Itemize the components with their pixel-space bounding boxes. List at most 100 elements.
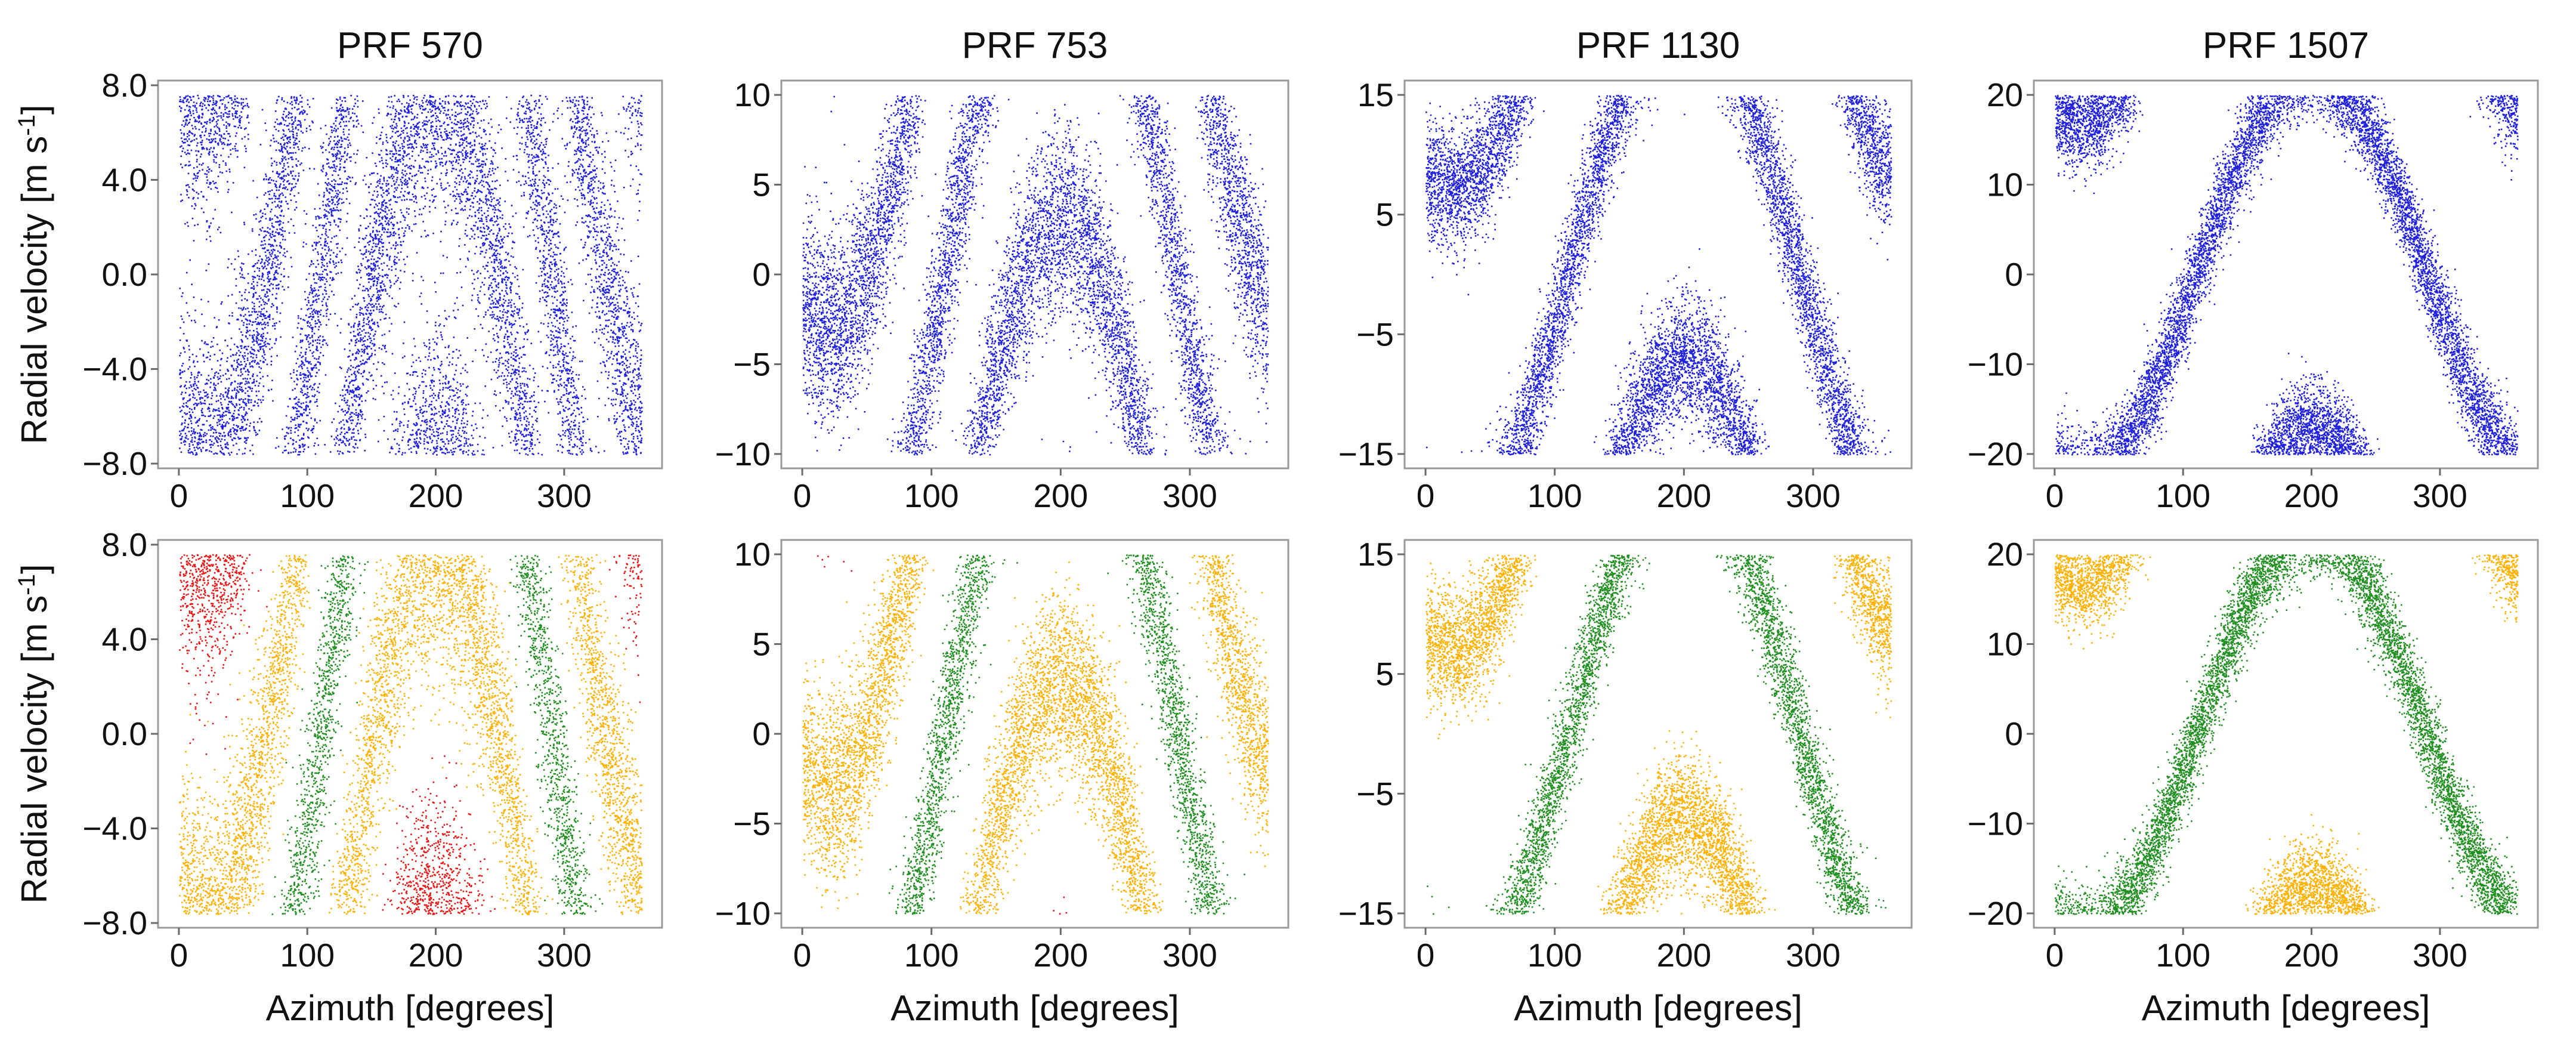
- panel-7: 0 100 200 300 −15 −5 5 15 Azimuth [degrees]: [1338, 536, 1913, 1028]
- y-tick-label: −5: [733, 805, 771, 842]
- scatter-series: [271, 555, 604, 915]
- panel-6: 0 100 200 300 −10 −5 0 5 10 Azimuth [degrees]: [715, 536, 1289, 1028]
- panel-title: PRF 1507: [2203, 25, 2369, 66]
- y-tick-label: −8.0: [82, 904, 147, 941]
- panel-title: PRF 753: [962, 25, 1108, 66]
- x-axis-label: Azimuth [degrees]: [266, 988, 555, 1028]
- x-tick-label: 0: [1417, 477, 1435, 514]
- scatter-points: [1425, 95, 1892, 456]
- y-tick-label: 4.0: [102, 161, 147, 198]
- scatter-series: [2055, 95, 2519, 456]
- x-tick-label: 100: [280, 477, 335, 514]
- scatter-series: [888, 554, 1245, 915]
- scatter-points: [2055, 95, 2519, 456]
- y-tick-label: −5: [733, 345, 771, 382]
- x-tick-label: 0: [2046, 937, 2064, 974]
- y-tick-label: 0: [2005, 715, 2023, 752]
- scatter-series: [802, 95, 1269, 456]
- y-tick-label: 5: [752, 166, 771, 203]
- x-tick-label: 300: [1162, 937, 1217, 974]
- y-tick-label: −4.0: [82, 351, 147, 388]
- panel-title: PRF 1130: [1576, 25, 1740, 66]
- x-tick-label: 300: [1786, 937, 1841, 974]
- y-tick-label: −15: [1338, 895, 1394, 932]
- panel-5: 0 100 200 300 −8.0 −4.0 0.0 4.0 8.0 Azimuth [degr…: [14, 526, 663, 1028]
- x-tick-label: 100: [2156, 937, 2210, 974]
- x-tick-label: 0: [2046, 477, 2064, 514]
- y-axis-label: Radial velocity [m s-1]: [14, 104, 54, 444]
- x-tick-label: 200: [1033, 477, 1088, 514]
- y-tick-label: 10: [734, 536, 771, 573]
- panel-4: 0 100 200 300 −20 −10 0 10 20 PRF 1507: [1968, 25, 2539, 514]
- x-tick-label: 200: [409, 937, 463, 974]
- plot-frame: [2033, 539, 2539, 929]
- y-tick-label: −8.0: [82, 445, 147, 482]
- y-tick-label: 4.0: [102, 620, 147, 657]
- y-tick-label: 10: [1987, 626, 2023, 663]
- scatter-series: [2054, 554, 2519, 915]
- x-axis-label: Azimuth [degrees]: [1514, 988, 1802, 1028]
- scatter-series: [179, 94, 643, 456]
- y-tick-label: 5: [1375, 196, 1394, 233]
- y-tick-label: 0.0: [102, 256, 147, 293]
- scatter-points: [179, 94, 643, 456]
- scatter-series: [1425, 95, 1892, 456]
- scatter-series: [178, 554, 643, 915]
- scatter-points: [802, 95, 1269, 456]
- y-tick-label: 0: [752, 715, 771, 752]
- x-tick-label: 200: [1656, 937, 1711, 974]
- x-tick-label: 300: [2413, 477, 2467, 514]
- y-axis-label: Radial velocity [m s-1]: [14, 564, 54, 903]
- y-tick-label: −20: [1968, 895, 2023, 932]
- scatter-points: [1425, 554, 1892, 915]
- x-tick-label: 300: [2413, 937, 2467, 974]
- panel-8: 0 100 200 300 −20 −10 0 10 20 Azimuth [degrees]: [1968, 536, 2539, 1028]
- y-tick-label: −5: [1356, 775, 1394, 812]
- x-tick-label: 300: [537, 937, 592, 974]
- y-tick-label: 8.0: [102, 526, 147, 563]
- panel-3: 0 100 200 300 −15 −5 5 15 PRF 1130: [1338, 25, 1913, 514]
- scatter-points: [802, 554, 1269, 915]
- y-tick-label: 8.0: [102, 67, 147, 104]
- y-tick-label: −15: [1338, 436, 1394, 473]
- panel-1: 0 100 200 300 −8.0 −4.0 0.0 4.0 8.0 PRF 570 Radial…: [14, 25, 663, 514]
- panel-title: PRF 570: [337, 25, 483, 66]
- x-tick-label: 100: [904, 477, 959, 514]
- y-tick-label: 0: [752, 256, 771, 293]
- x-tick-label: 0: [793, 937, 812, 974]
- y-tick-label: 5: [752, 626, 771, 663]
- y-tick-label: −10: [715, 436, 771, 473]
- x-tick-label: 300: [537, 477, 592, 514]
- x-axis-label: Azimuth [degrees]: [2142, 988, 2430, 1028]
- scatter-series: [179, 554, 643, 915]
- x-tick-label: 300: [1786, 477, 1841, 514]
- x-axis-label: Azimuth [degrees]: [890, 988, 1179, 1028]
- y-tick-label: 10: [1987, 166, 2023, 203]
- y-tick-label: 20: [1987, 536, 2023, 573]
- scatter-points: [2054, 554, 2519, 915]
- x-tick-label: 300: [1162, 477, 1217, 514]
- x-tick-label: 100: [2156, 477, 2210, 514]
- y-tick-label: 0: [2005, 256, 2023, 293]
- x-tick-label: 100: [1527, 937, 1582, 974]
- x-tick-label: 200: [2284, 477, 2339, 514]
- x-tick-label: 200: [409, 477, 463, 514]
- x-tick-label: 0: [170, 937, 188, 974]
- plot-frame: [780, 79, 1289, 470]
- x-tick-label: 0: [793, 477, 812, 514]
- y-tick-label: 15: [1357, 536, 1394, 573]
- y-tick-label: −10: [715, 895, 771, 932]
- x-tick-label: 100: [280, 937, 335, 974]
- y-tick-label: −5: [1356, 316, 1394, 353]
- y-tick-label: −10: [1968, 345, 2023, 382]
- x-tick-label: 200: [1656, 477, 1711, 514]
- x-tick-label: 0: [170, 477, 188, 514]
- y-tick-label: −10: [1968, 805, 2023, 842]
- scatter-series: [1427, 554, 1887, 915]
- y-tick-label: 0.0: [102, 715, 147, 752]
- plot-frame: [157, 539, 663, 929]
- x-tick-label: 100: [904, 937, 959, 974]
- x-tick-label: 200: [1033, 937, 1088, 974]
- x-tick-label: 0: [1417, 937, 1435, 974]
